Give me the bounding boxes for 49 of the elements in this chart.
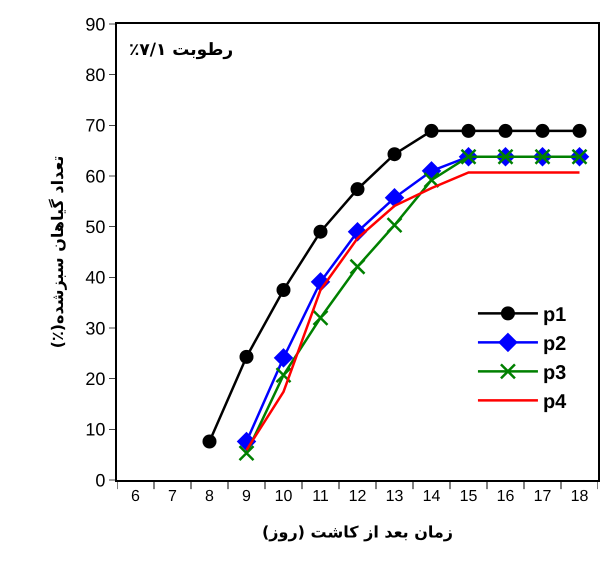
point bbox=[536, 124, 550, 138]
x-tick-label: 8 bbox=[205, 488, 214, 506]
y-tick-label: 20 bbox=[85, 368, 106, 389]
point bbox=[424, 124, 438, 138]
point bbox=[349, 258, 366, 275]
x-tick-label: 10 bbox=[274, 488, 292, 506]
point bbox=[388, 147, 402, 162]
y-tick-label: 40 bbox=[85, 268, 106, 288]
y-tick-label: 50 bbox=[85, 216, 106, 237]
x-tick-label: 14 bbox=[422, 488, 440, 506]
point bbox=[314, 224, 328, 239]
y-tick-label: 70 bbox=[85, 116, 106, 136]
y-tick-label: 10 bbox=[85, 420, 106, 440]
point bbox=[423, 172, 440, 188]
x-tick-label: 9 bbox=[242, 488, 252, 506]
point bbox=[275, 366, 292, 384]
y-axis-title: تعداد گیاهان سبزشده(٪) bbox=[48, 156, 67, 348]
y-tick-label: 80 bbox=[85, 64, 106, 85]
point bbox=[572, 124, 586, 138]
y-tick-label: 90 bbox=[85, 14, 106, 34]
annotation: رطوبت ۷/۱٪ bbox=[129, 40, 234, 60]
x-tick-label: 7 bbox=[168, 488, 178, 506]
x-tick-label: 15 bbox=[460, 488, 478, 506]
point bbox=[386, 216, 403, 234]
y-tick-label: 60 bbox=[85, 166, 106, 186]
y-tick-label: 30 bbox=[85, 318, 106, 338]
x-axis-title: زمان بعد از کاشت (روز) bbox=[262, 522, 454, 542]
x-tick-label: 11 bbox=[312, 488, 329, 506]
x-tick-label: 16 bbox=[496, 488, 514, 506]
point bbox=[350, 182, 364, 196]
point bbox=[276, 283, 290, 297]
x-tick-label: 13 bbox=[386, 488, 404, 506]
point bbox=[498, 124, 512, 138]
point bbox=[274, 348, 294, 368]
point bbox=[312, 310, 329, 326]
point bbox=[240, 350, 254, 364]
legend-label: p4 bbox=[542, 391, 568, 414]
point bbox=[462, 124, 476, 138]
legend-label: p3 bbox=[542, 362, 566, 384]
legend-label: p1 bbox=[542, 304, 566, 326]
y-tick-label: 0 bbox=[95, 470, 106, 490]
point bbox=[202, 434, 216, 448]
x-tick-label: 18 bbox=[570, 488, 588, 506]
point bbox=[238, 444, 255, 462]
legend-label: p2 bbox=[542, 333, 566, 356]
x-tick-label: 6 bbox=[131, 488, 140, 506]
point bbox=[384, 188, 404, 208]
x-tick-label: 17 bbox=[534, 488, 552, 506]
x-tick-label: 12 bbox=[348, 488, 366, 506]
